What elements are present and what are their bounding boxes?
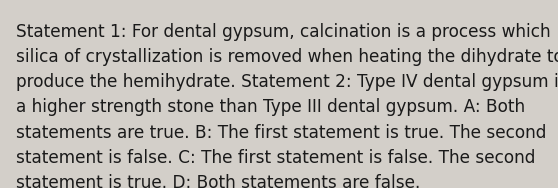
Text: Statement 1: For dental gypsum, calcination is a process which
silica of crystal: Statement 1: For dental gypsum, calcinat… bbox=[16, 23, 558, 188]
